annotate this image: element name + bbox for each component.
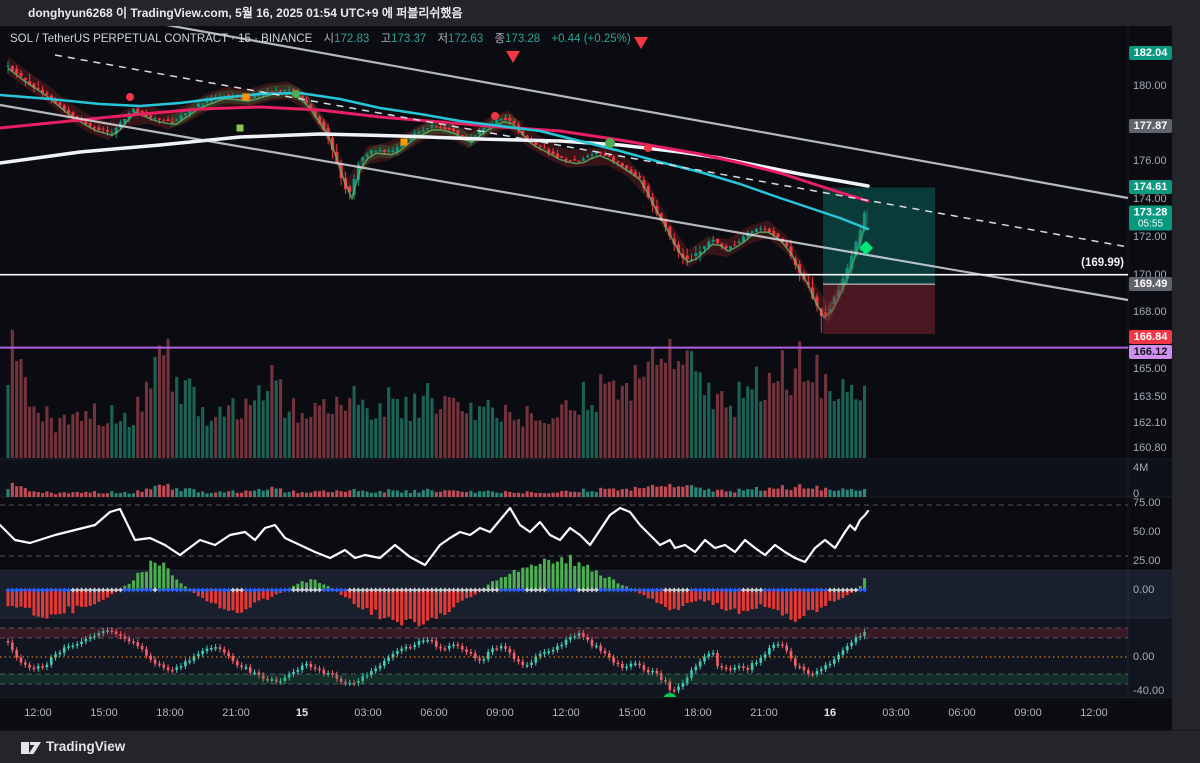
time-tick: 15:00 bbox=[90, 707, 118, 719]
alert-price-label: (169.99) bbox=[1081, 257, 1124, 269]
ma-cyan bbox=[0, 91, 870, 231]
pane-bg-0 bbox=[0, 26, 1172, 459]
footer-bar: TradingView bbox=[0, 730, 1200, 763]
price-tick: 174.00 bbox=[1133, 193, 1167, 206]
pane-scale-label: 50.00 bbox=[1133, 526, 1161, 538]
pane-bg-2 bbox=[0, 497, 1172, 570]
channel-line-2 bbox=[0, 103, 1129, 302]
time-axis[interactable]: 12:00 15:00 18:00 21:00 15 03:00 06:00 09:00 12:… bbox=[0, 697, 1172, 730]
osc-upper-zone bbox=[0, 628, 1128, 638]
price-badge: 182.04 bbox=[1129, 46, 1172, 60]
price-badge: 174.61 bbox=[1129, 180, 1172, 194]
price-badge: 173.28 05:55 bbox=[1129, 205, 1172, 231]
time-tick: 06:00 bbox=[420, 707, 448, 719]
right-margin bbox=[1172, 26, 1200, 730]
main-chart-canvas[interactable] bbox=[0, 26, 1172, 730]
price-badge: 169.49 bbox=[1129, 277, 1172, 291]
time-tick: 15 bbox=[295, 707, 309, 719]
price-tick: 163.50 bbox=[1133, 391, 1167, 404]
time-tick: 12:00 bbox=[552, 707, 580, 719]
price-badge: 166.84 bbox=[1129, 330, 1172, 344]
sell-triangle bbox=[634, 37, 648, 49]
price-badge: 177.87 bbox=[1129, 119, 1172, 133]
price-tick: 168.00 bbox=[1133, 306, 1167, 319]
pane-scale-label: 75.00 bbox=[1133, 497, 1161, 509]
position-profit-zone bbox=[823, 187, 935, 285]
signal-dot bbox=[605, 138, 615, 148]
pane-scale-label: -40.00 bbox=[1133, 685, 1165, 697]
price-tick: 180.00 bbox=[1133, 80, 1167, 92]
close-label: 종 bbox=[494, 33, 506, 45]
time-tick: 15:00 bbox=[618, 707, 646, 719]
publish-header: donghyun6268 이 TradingView.com, 5월 16, 2… bbox=[0, 0, 1200, 26]
price-tick: 162.10 bbox=[1133, 417, 1167, 430]
signal-markers bbox=[126, 37, 874, 707]
high-value: 173.37 bbox=[391, 33, 427, 45]
oscillator-histogram bbox=[6, 627, 866, 694]
tradingview-brand-text[interactable]: TradingView bbox=[46, 739, 126, 754]
time-tick: 18:00 bbox=[684, 707, 712, 719]
time-tick: 03:00 bbox=[354, 707, 382, 719]
signal-square bbox=[236, 124, 244, 132]
time-tick: 09:00 bbox=[1014, 707, 1042, 719]
time-tick: 18:00 bbox=[156, 707, 184, 719]
ma-white bbox=[0, 132, 870, 188]
position-loss-zone bbox=[823, 284, 935, 335]
low-value: 172.63 bbox=[448, 33, 484, 45]
time-tick: 12:00 bbox=[24, 707, 52, 719]
price-tick: 172.00 bbox=[1133, 230, 1167, 243]
fast-ma-line bbox=[7, 67, 865, 319]
pane-scale-label: 0 bbox=[1133, 488, 1140, 500]
time-tick: 03:00 bbox=[882, 707, 910, 719]
channel-line-1 bbox=[166, 26, 1129, 200]
pane-scale-label: 4M bbox=[1133, 462, 1149, 474]
long-position-tool[interactable] bbox=[823, 187, 935, 335]
change-value: +0.44 (+0.25%) bbox=[551, 33, 631, 45]
time-tick: 06:00 bbox=[948, 707, 976, 719]
signal-square bbox=[242, 93, 250, 101]
open-label: 시 bbox=[323, 33, 335, 45]
signal-dot bbox=[292, 90, 300, 98]
price-badge: 166.12 bbox=[1129, 345, 1172, 359]
symbol-title[interactable]: SOL / TetherUS PERPETUAL CONTRACT · 15 ·… bbox=[10, 33, 313, 45]
signal-dot bbox=[126, 93, 134, 101]
squeeze-histogram bbox=[5, 554, 867, 627]
signal-dot bbox=[491, 112, 499, 120]
pane-scale-label: 0.00 bbox=[1133, 584, 1155, 596]
close-value: 173.28 bbox=[505, 33, 541, 45]
osc-lower-zone bbox=[0, 674, 1128, 684]
price-axis[interactable]: 180.00 176.00 174.00 172.00 170.00 168.00 165.… bbox=[1128, 26, 1172, 730]
pane-scale-label: 0.00 bbox=[1133, 651, 1155, 663]
time-tick: 12:00 bbox=[1080, 707, 1108, 719]
open-value: 172.83 bbox=[334, 33, 370, 45]
chart-area[interactable]: SOL / TetherUS PERPETUAL CONTRACT · 15 ·… bbox=[0, 26, 1172, 730]
price-tick: 165.00 bbox=[1133, 362, 1167, 375]
time-tick: 16 bbox=[823, 707, 837, 719]
price-tick: 176.00 bbox=[1133, 155, 1167, 168]
pane-bg-3 bbox=[0, 570, 1172, 618]
price-tick: 160.80 bbox=[1133, 441, 1167, 454]
time-tick: 21:00 bbox=[750, 707, 778, 719]
rsi-line bbox=[0, 506, 870, 567]
time-tick: 21:00 bbox=[222, 707, 250, 719]
high-label: 고 bbox=[380, 33, 392, 45]
time-tick: 09:00 bbox=[486, 707, 514, 719]
signal-square bbox=[400, 138, 408, 146]
tradingview-logo-icon[interactable] bbox=[20, 739, 42, 757]
pane-scale-label: 25.00 bbox=[1133, 555, 1161, 567]
publish-header-text: donghyun6268 이 TradingView.com, 5월 16, 2… bbox=[28, 6, 463, 20]
symbol-legend[interactable]: SOL / TetherUS PERPETUAL CONTRACT · 15 ·… bbox=[10, 30, 631, 46]
entry-diamond bbox=[858, 240, 874, 256]
low-label: 저 bbox=[437, 33, 449, 45]
signal-dot bbox=[644, 144, 652, 152]
volume-bars bbox=[6, 329, 867, 497]
sell-triangle bbox=[506, 51, 520, 63]
